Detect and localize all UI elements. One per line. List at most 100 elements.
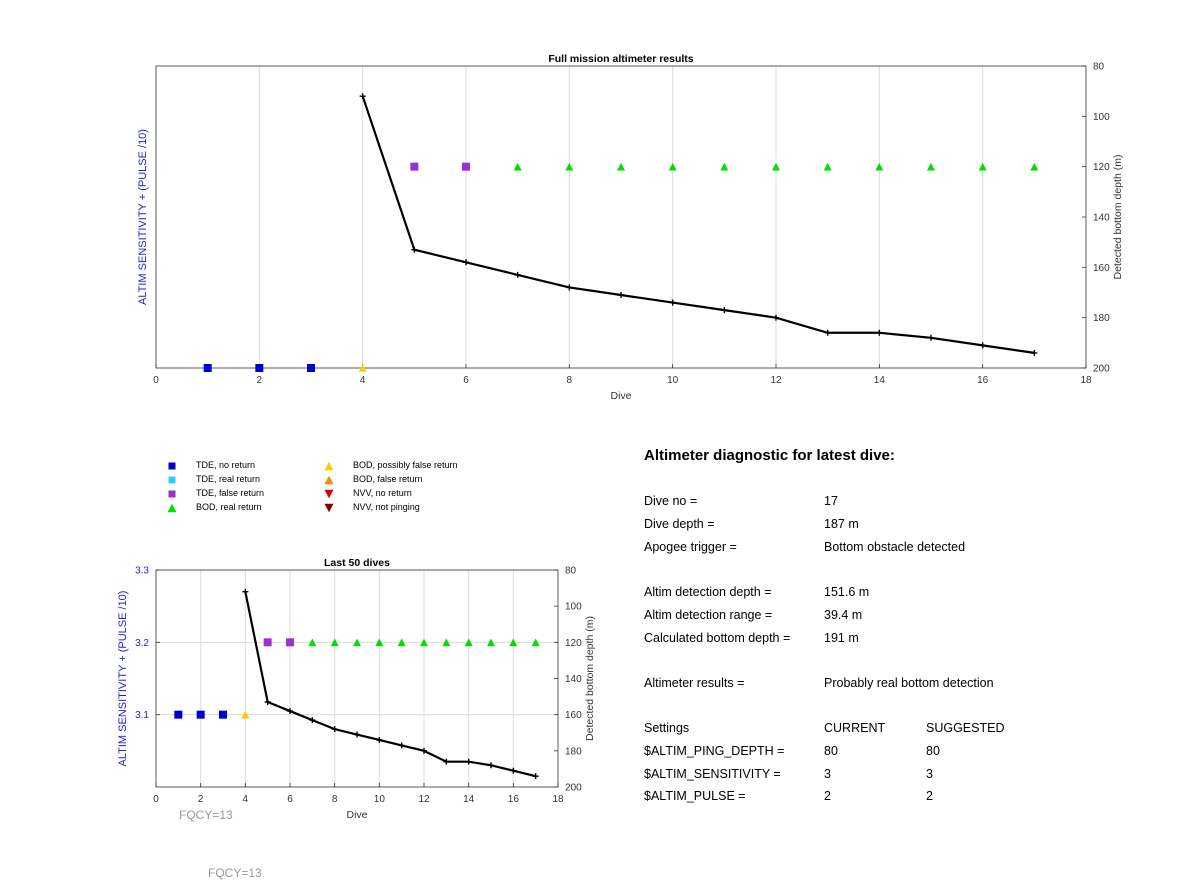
depth-point <box>264 699 271 706</box>
diagnostic-value: 151.6 m <box>824 585 870 599</box>
depth-point <box>354 731 360 738</box>
x-axis-label: Dive <box>346 809 367 821</box>
x-tick-label: 4 <box>243 794 249 805</box>
legend-marker <box>324 489 334 499</box>
x-tick-label: 8 <box>332 794 338 805</box>
marker-bod-real-return <box>464 638 473 647</box>
y-right-tick-label: 180 <box>1093 313 1110 324</box>
depth-point <box>421 747 427 754</box>
legend-marker <box>324 475 334 485</box>
marker-tde-false-return <box>263 638 272 647</box>
x-tick-label: 0 <box>153 794 159 805</box>
diagnostic-value: 39.4 m <box>824 608 863 622</box>
legend-marker <box>324 461 334 471</box>
marker-tde-no-return <box>219 710 227 719</box>
x-tick-label: 2 <box>198 794 204 805</box>
full-mission-chart: Full mission altimeter results 0 2 4 6 8 10 12 1… <box>137 53 1124 402</box>
setting-suggested: 3 <box>926 767 933 781</box>
marker-bod-real-return <box>531 638 540 647</box>
x-tick-label: 16 <box>508 794 520 805</box>
depth-point <box>465 758 472 765</box>
legend-label: TDE, real return <box>196 474 261 484</box>
x-tick-label: 8 <box>567 375 573 386</box>
diagnostic-value: 17 <box>824 494 838 508</box>
depth-point <box>463 259 469 266</box>
chart-title: Last 50 dives <box>324 557 390 569</box>
y-right-tick-label: 180 <box>565 746 582 757</box>
x-tick-label: 4 <box>360 375 366 386</box>
y-right-tick-label: 200 <box>565 783 582 794</box>
depth-point <box>242 588 249 595</box>
legend-symbol <box>168 462 176 470</box>
legend-symbol <box>324 461 334 471</box>
legend-label: BOD, possibly false return <box>353 460 458 470</box>
setting-name: $ALTIM_PING_DEPTH = <box>644 744 785 758</box>
x-tick-label: 18 <box>552 794 564 805</box>
marker-bod-possibly-false-return <box>358 364 367 372</box>
y-right-tick-label: 120 <box>1093 162 1110 173</box>
y-right-tick-label: 140 <box>565 674 582 685</box>
settings-header-label: Settings <box>644 721 690 735</box>
depth-point <box>443 758 450 765</box>
x-tick-label: 6 <box>463 375 469 386</box>
setting-name: $ALTIM_PULSE = <box>644 789 746 803</box>
marker-bod-real-return <box>487 638 495 647</box>
depth-point <box>618 292 624 299</box>
x-tick-label: 14 <box>874 375 886 386</box>
marker-bod-real-return <box>927 162 935 171</box>
marker-bod-real-return <box>823 162 832 171</box>
depth-point <box>532 773 539 780</box>
y-right-tick-label: 80 <box>1093 62 1105 73</box>
diagnostic-value: 187 m <box>824 517 859 531</box>
depth-point <box>376 736 383 743</box>
marker-bod-real-return <box>668 162 677 171</box>
marker-bod-real-return <box>375 638 384 647</box>
diagnostic-value: Probably real bottom detection <box>824 676 994 690</box>
depth-point <box>287 708 293 715</box>
setting-suggested: 80 <box>926 744 940 758</box>
marker-bod-real-return <box>442 638 451 647</box>
depth-point <box>309 717 316 724</box>
marker-bod-possibly-false-return <box>241 710 250 719</box>
diagnostic-label: Calculated bottom depth = <box>644 631 791 645</box>
setting-current: 80 <box>824 744 838 758</box>
y-left-tick-label: 3.1 <box>135 710 149 721</box>
marker-bod-real-return <box>1030 162 1039 171</box>
settings-header-suggested: SUGGESTED <box>926 721 1005 735</box>
marker-bod-real-return <box>513 162 522 171</box>
x-axis-label: Dive <box>610 390 631 402</box>
fqcy-label-1: FQCY=13 <box>179 808 233 822</box>
legend-marker <box>168 462 176 470</box>
diagnostic-label: Dive depth = <box>644 517 715 531</box>
diagnostic-title: Altimeter diagnostic for latest dive: <box>644 447 895 464</box>
marker-bod-real-return <box>420 638 428 647</box>
chart-title: Full mission altimeter results <box>548 53 693 65</box>
depth-point <box>398 742 405 749</box>
depth-point <box>514 271 521 278</box>
y-left-axis-label: ALTIM SENSITIVITY + (PULSE /10) <box>137 129 149 305</box>
marker-bod-real-return <box>875 162 884 171</box>
marker-tde-false-return <box>410 162 419 171</box>
depth-point <box>928 334 934 341</box>
marker-bod-real-return <box>509 638 518 647</box>
depth-point <box>411 246 418 253</box>
marker-bod-real-return <box>353 638 361 647</box>
y-right-tick-label: 160 <box>1093 263 1110 274</box>
diagnostic-value: Bottom obstacle detected <box>824 540 966 554</box>
legend-marker <box>168 476 176 484</box>
y-left-tick-label: 3.2 <box>135 638 149 649</box>
fqcy-label-2: FQCY=13 <box>208 866 262 880</box>
depth-point <box>510 767 517 774</box>
marker-bod-real-return <box>397 638 406 647</box>
legend-label: TDE, no return <box>196 460 256 470</box>
y-left-axis-label: ALTIM SENSITIVITY + (PULSE /10) <box>117 591 129 767</box>
setting-suggested: 2 <box>926 789 933 803</box>
legend-label: NVV, no return <box>353 488 412 498</box>
y-right-tick-label: 100 <box>565 602 582 613</box>
marker-tde-no-return <box>174 710 183 719</box>
marker-bod-real-return <box>720 162 729 171</box>
y-right-axis-label: Detected bottom depth (m) <box>584 616 596 741</box>
y-right-tick-label: 120 <box>565 638 582 649</box>
y-right-tick-label: 160 <box>565 710 582 721</box>
depth-line <box>244 591 536 778</box>
